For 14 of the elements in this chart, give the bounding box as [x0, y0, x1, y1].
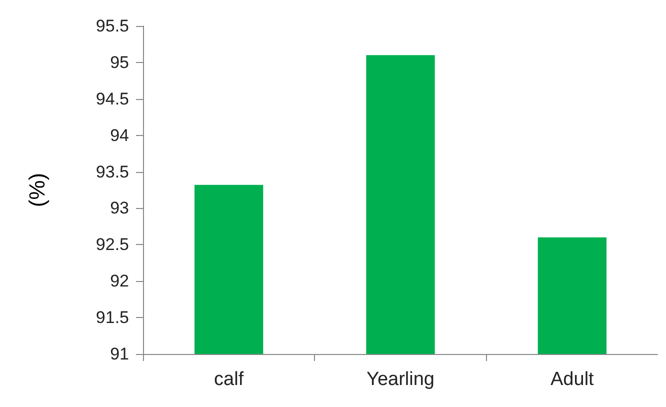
y-tick-label: 92.5 — [96, 235, 129, 254]
y-tick-label: 95.5 — [96, 16, 129, 36]
y-tick-label: 91 — [110, 344, 129, 364]
y-tick-label: 95 — [110, 52, 129, 72]
y-tick-label: 93 — [110, 198, 129, 218]
y-tick-label: 92 — [110, 272, 129, 291]
y-tick-label: 94 — [110, 126, 129, 145]
y-tick-label: 91.5 — [96, 308, 129, 328]
y-axis-title: (%) — [24, 172, 50, 208]
x-tick-label: Yearling — [366, 369, 434, 390]
y-tick-label: 93.5 — [96, 162, 129, 182]
y-tick-label: 94.5 — [96, 89, 129, 108]
x-tick-label: calf — [214, 369, 244, 390]
x-tick-label: Adult — [550, 369, 595, 390]
